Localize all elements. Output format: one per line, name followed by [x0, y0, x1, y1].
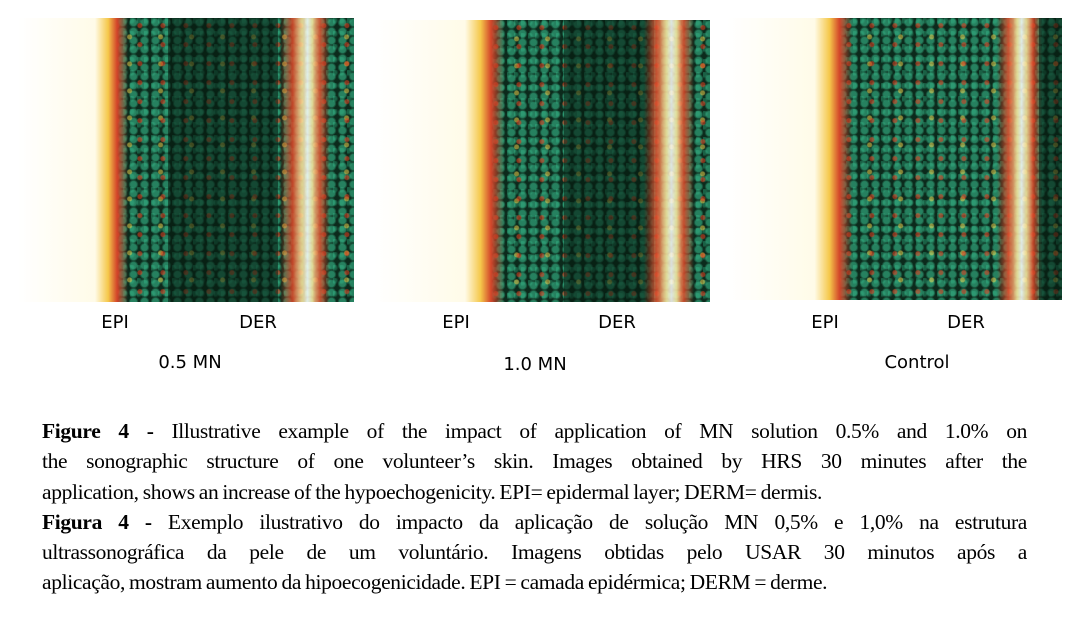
sonogram-0-5-mn [18, 18, 354, 302]
figure-caption: Figure 4 - Illustrative example of the i… [42, 416, 1027, 598]
sonogram-control [727, 18, 1062, 300]
der-label: DER [947, 312, 985, 333]
condition-label: 0.5 MN [158, 352, 222, 373]
caption-pt-prefix: Figura 4 - [42, 509, 152, 534]
sonogram-1-0-mn [374, 20, 710, 302]
caption-line: application, shows an increase of the hy… [42, 479, 823, 504]
epi-label: EPI [101, 312, 129, 333]
epi-label: EPI [811, 312, 839, 333]
caption-line: Figura 4 - Exemplo ilustrativo do impact… [42, 509, 1027, 534]
condition-label: 1.0 MN [503, 354, 567, 375]
condition-label: Control [884, 352, 950, 373]
caption-line: ultrassonográfica da pele de um voluntár… [42, 540, 1027, 565]
der-label: DER [598, 312, 636, 333]
epi-label: EPI [442, 312, 470, 333]
der-label: DER [239, 312, 277, 333]
caption-line: Figure 4 - Illustrative example of the i… [42, 419, 1027, 443]
caption-en-prefix: Figure 4 - [42, 419, 154, 443]
caption-line: the sonographic structure of one volunte… [42, 449, 1027, 474]
caption-line: aplicação, mostram aumento da hipoecogen… [42, 570, 828, 595]
